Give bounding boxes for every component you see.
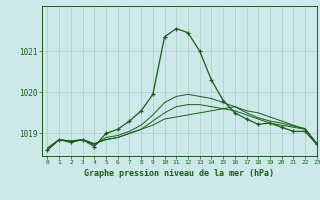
X-axis label: Graphe pression niveau de la mer (hPa): Graphe pression niveau de la mer (hPa) [84, 169, 274, 178]
